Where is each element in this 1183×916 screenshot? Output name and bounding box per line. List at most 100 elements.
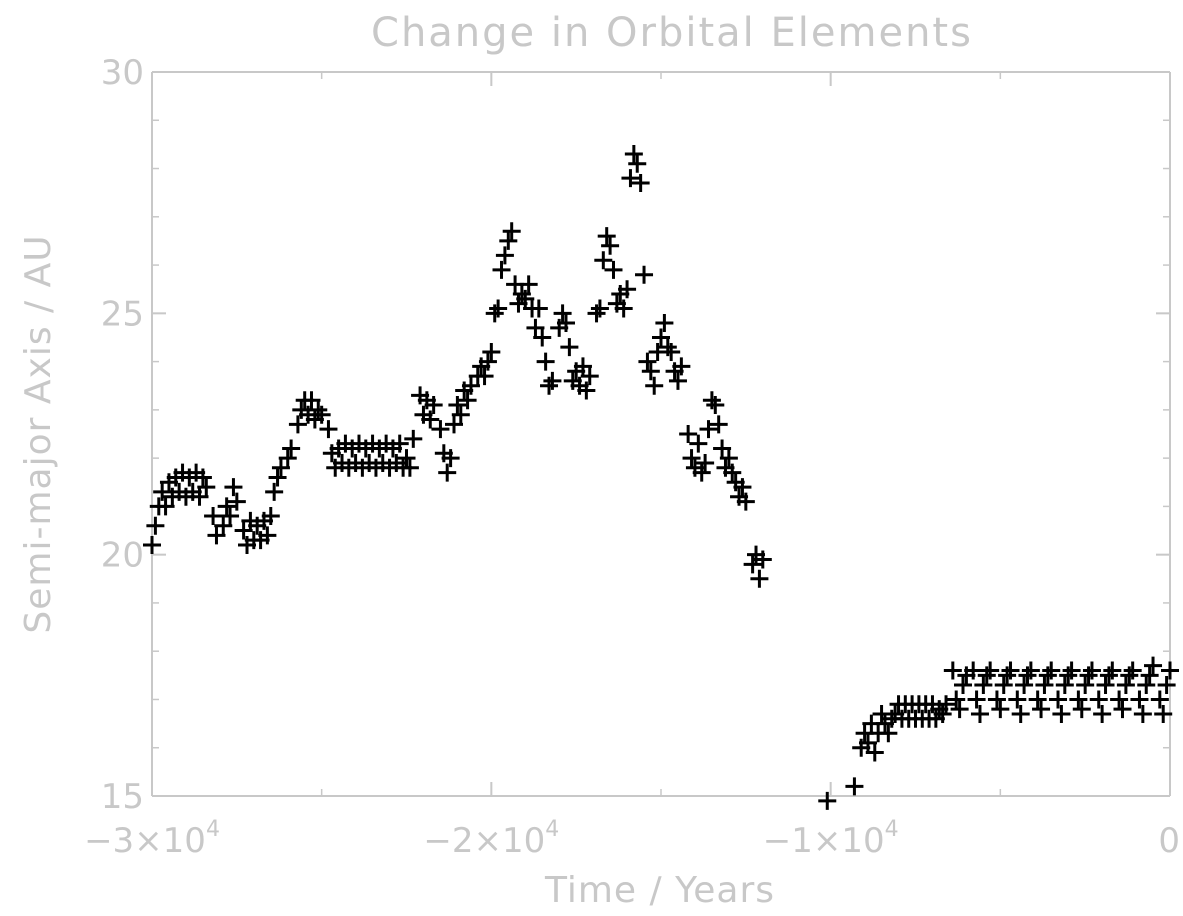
data-point: [614, 299, 633, 318]
data-point: [1001, 661, 1020, 680]
data-point: [1137, 675, 1156, 694]
data-point: [601, 236, 620, 255]
data-point: [692, 463, 711, 482]
data-point: [662, 342, 681, 361]
data-point: [458, 391, 477, 410]
data-point: [1042, 661, 1061, 680]
data-point: [560, 338, 579, 357]
data-point: [207, 526, 226, 545]
x-tick-base: −2×10: [423, 821, 545, 861]
data-point: [404, 429, 423, 448]
x-tick-label: −1×104: [763, 817, 899, 861]
data-point: [590, 299, 609, 318]
data-point: [227, 492, 246, 511]
data-point: [1130, 690, 1149, 709]
data-point: [519, 275, 538, 294]
data-point: [146, 516, 165, 535]
data-point: [1021, 661, 1040, 680]
x-tick-exponent: 4: [206, 817, 220, 842]
x-tick-exponent: 4: [545, 817, 559, 842]
data-point: [431, 420, 450, 439]
data-point: [845, 777, 864, 796]
data-point: [1015, 675, 1034, 694]
data-point: [858, 733, 877, 752]
data-point: [987, 690, 1006, 709]
data-point: [604, 260, 623, 279]
data-point: [679, 425, 698, 443]
data-point: [682, 449, 701, 468]
data-point: [1035, 675, 1054, 694]
x-tick-base: −3×10: [84, 821, 206, 861]
data-point: [974, 675, 993, 694]
data-point: [421, 410, 440, 429]
data-point: [865, 743, 884, 762]
x-tick-label: −2×104: [423, 817, 559, 861]
data-point: [994, 675, 1013, 694]
data-point: [448, 396, 467, 415]
data-point: [733, 478, 752, 497]
data-point: [261, 507, 280, 526]
data-point: [533, 328, 552, 347]
data-point: [879, 724, 898, 743]
data-point: [580, 367, 599, 386]
data-point: [1123, 661, 1142, 680]
data-point: [516, 289, 535, 308]
data-point: [224, 478, 243, 497]
data-point: [597, 227, 616, 246]
data-point: [482, 342, 501, 361]
data-point: [1157, 675, 1176, 694]
data-point: [706, 396, 725, 415]
data-point: [190, 487, 209, 506]
data-point: [1150, 690, 1169, 709]
data-point: [991, 700, 1010, 719]
data-point: [475, 367, 494, 386]
data-point: [954, 675, 973, 694]
data-point: [1113, 700, 1132, 719]
data-point: [937, 695, 956, 714]
data-point: [668, 371, 687, 390]
data-point: [1062, 661, 1081, 680]
data-point: [1110, 690, 1129, 709]
x-tick-label: 0: [1158, 821, 1180, 861]
data-point: [696, 453, 715, 472]
data-point: [1096, 675, 1115, 694]
data-point: [1028, 690, 1047, 709]
data-point: [556, 313, 575, 332]
data-point: [258, 526, 277, 545]
data-point: [713, 439, 732, 458]
data-point: [736, 492, 755, 511]
data-point: [1093, 704, 1112, 723]
x-tick-exponent: 4: [885, 817, 899, 842]
data-point: [652, 328, 670, 347]
data-point: [573, 357, 592, 376]
data-point: [723, 463, 742, 482]
data-point: [529, 299, 548, 318]
data-point: [709, 415, 728, 434]
data-point: [621, 169, 640, 188]
data-point: [699, 420, 718, 439]
data-point: [1008, 690, 1027, 709]
data-point: [489, 299, 508, 318]
data-point: [478, 352, 497, 371]
data-point: [1103, 661, 1122, 680]
data-point: [624, 145, 643, 164]
data-point: [390, 434, 409, 453]
data-point: [1011, 704, 1030, 723]
data-point: [495, 246, 514, 265]
data-point: [397, 449, 416, 468]
data-point: [577, 381, 596, 400]
y-tick-label: 25: [101, 294, 144, 334]
x-axis-label: Time / Years: [544, 870, 775, 911]
data-point: [214, 516, 233, 535]
data-point: [981, 661, 1000, 680]
x-tick-label: −3×104: [84, 817, 220, 861]
data-point: [502, 222, 521, 241]
data-point: [1076, 675, 1095, 694]
data-point: [288, 415, 307, 434]
data-point: [1161, 661, 1179, 680]
data-point: [1052, 704, 1071, 723]
data-point: [1049, 690, 1068, 709]
data-point: [1133, 704, 1152, 723]
